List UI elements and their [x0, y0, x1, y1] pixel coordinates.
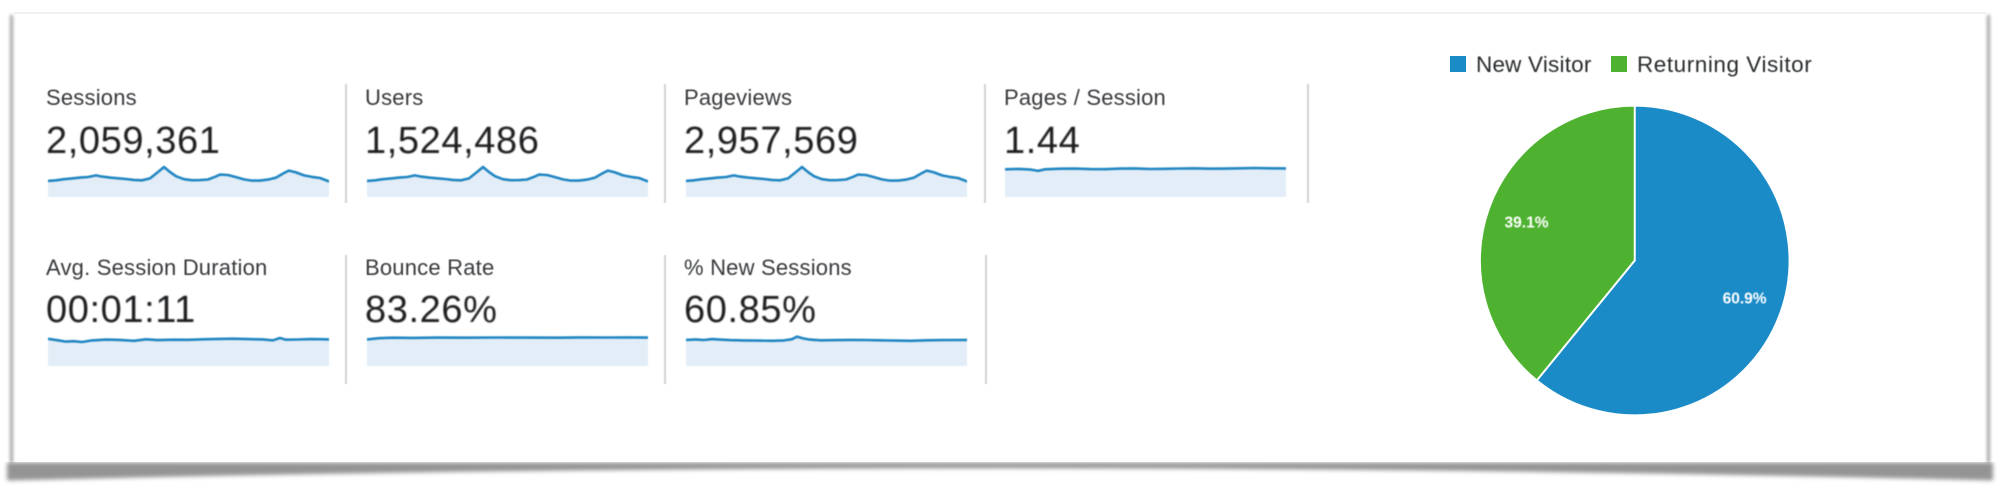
svg-text:39.1%: 39.1% — [1505, 215, 1549, 232]
svg-text:60.9%: 60.9% — [1723, 291, 1767, 308]
